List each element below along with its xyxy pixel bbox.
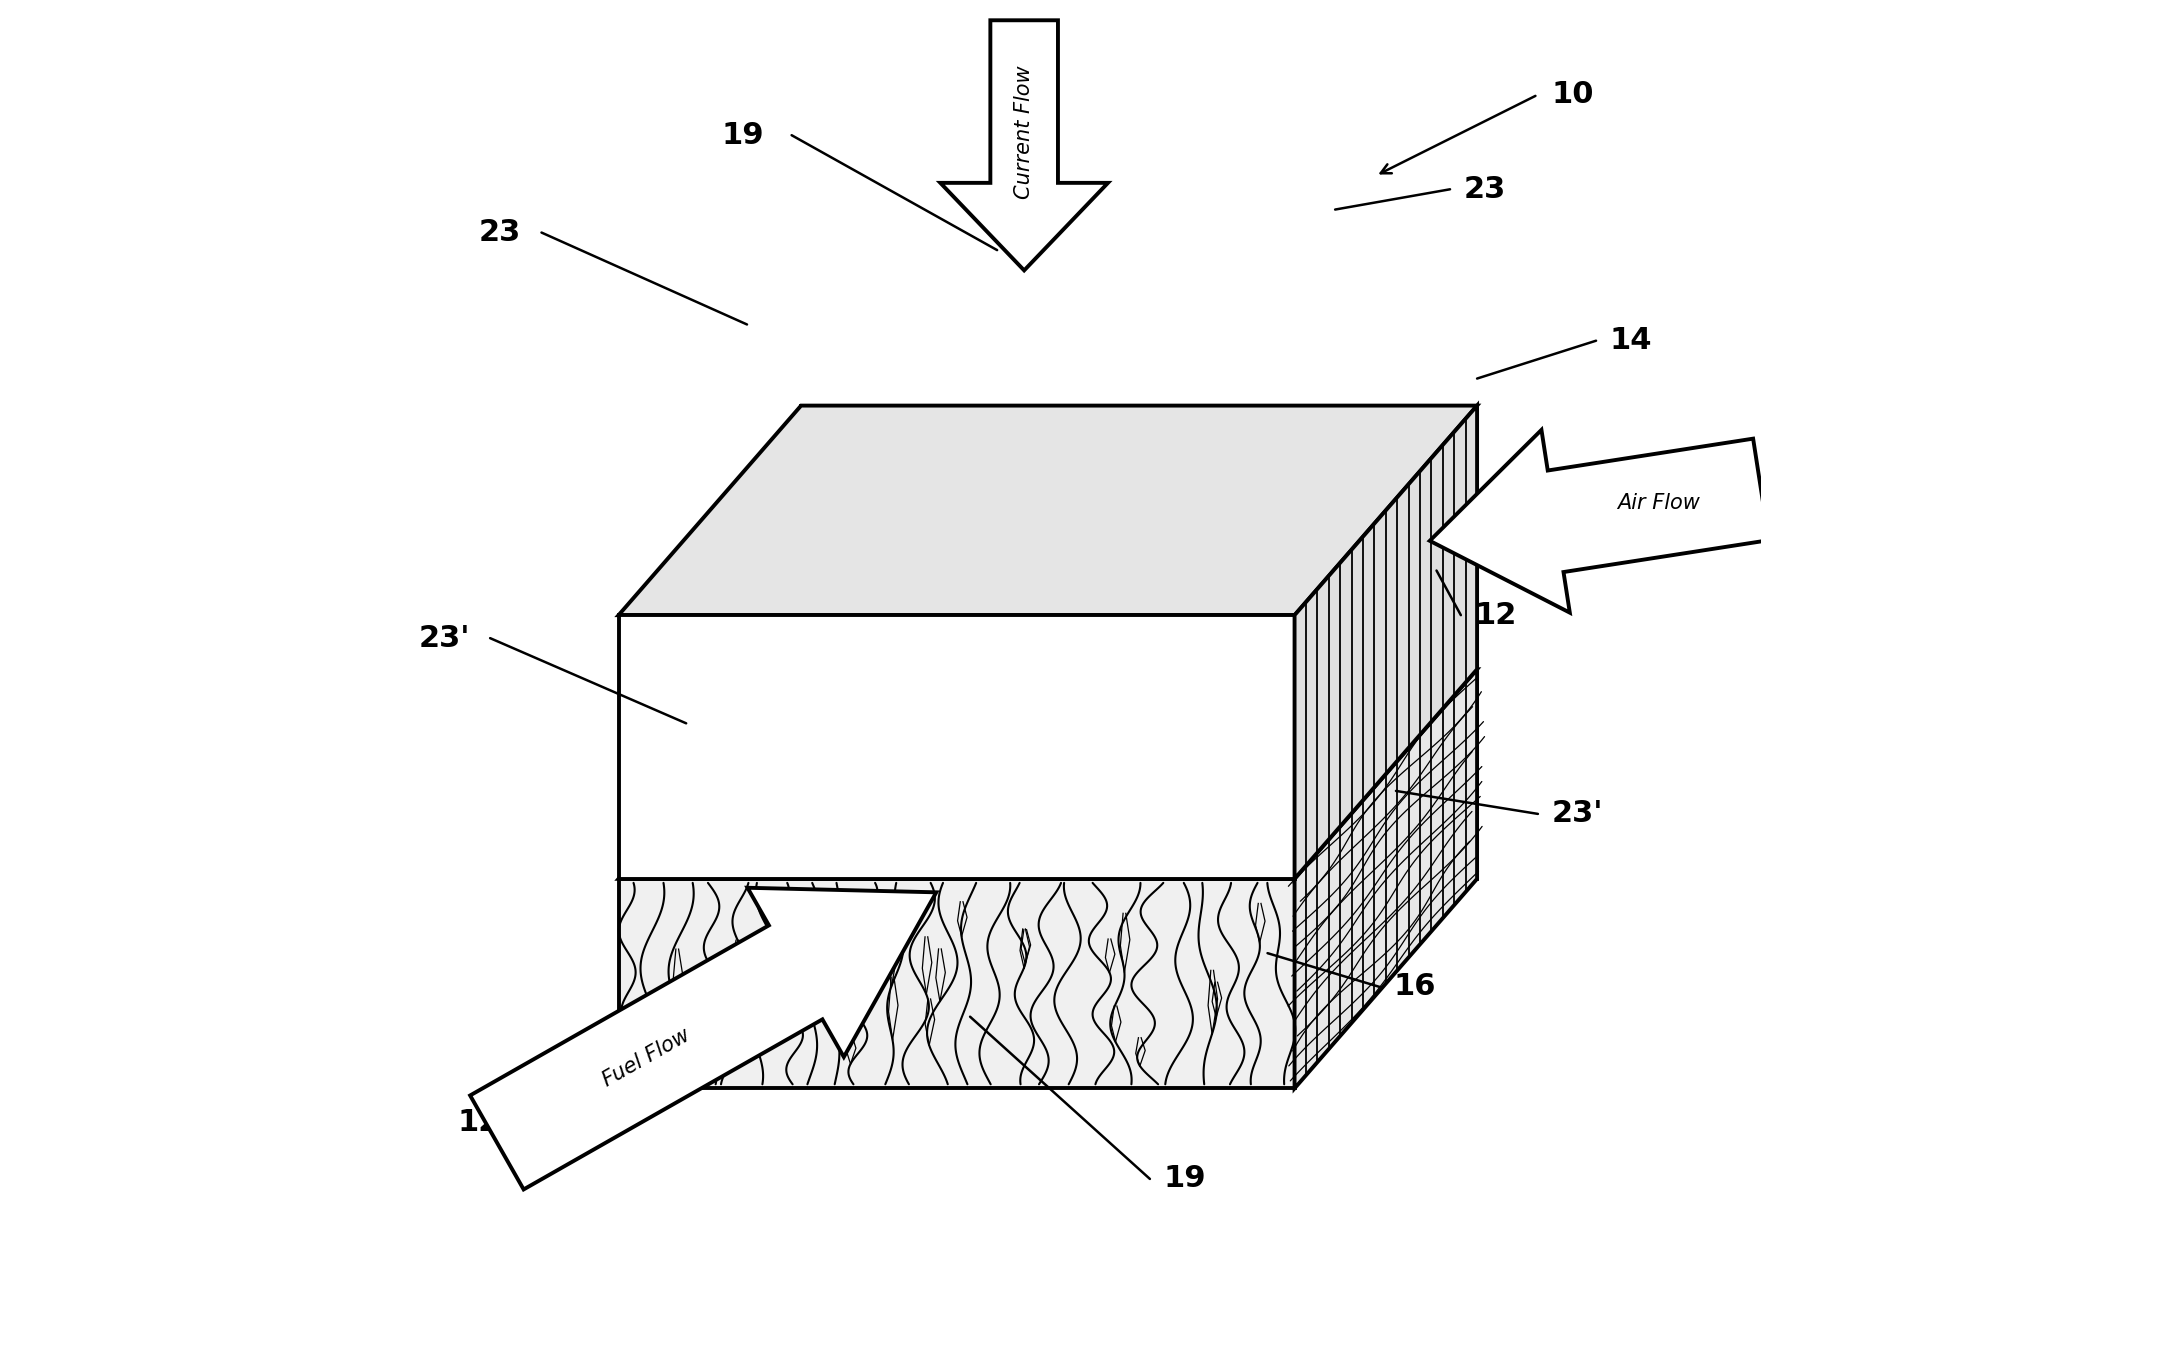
Polygon shape <box>1430 430 1769 612</box>
Text: 23: 23 <box>1463 174 1506 204</box>
Polygon shape <box>618 615 1295 879</box>
Text: 19: 19 <box>723 120 764 150</box>
Polygon shape <box>1295 406 1478 879</box>
Text: 23: 23 <box>480 218 521 247</box>
Polygon shape <box>1295 669 1478 1088</box>
Text: Fuel Flow: Fuel Flow <box>599 1025 694 1090</box>
Text: 16: 16 <box>1393 972 1437 1002</box>
Text: Air Flow: Air Flow <box>1617 492 1699 512</box>
Text: 12: 12 <box>458 1107 499 1137</box>
Text: 14: 14 <box>1610 326 1651 356</box>
Polygon shape <box>940 20 1109 270</box>
Text: Current Flow: Current Flow <box>1013 65 1035 199</box>
Text: 23': 23' <box>1552 799 1604 829</box>
Text: 12: 12 <box>1473 600 1517 630</box>
Polygon shape <box>618 879 1295 1088</box>
Text: 23': 23' <box>419 623 471 653</box>
Polygon shape <box>801 406 1478 669</box>
Text: 19: 19 <box>1163 1164 1207 1194</box>
Polygon shape <box>618 406 1478 615</box>
Text: 10: 10 <box>1552 80 1595 110</box>
Polygon shape <box>801 669 1478 879</box>
Polygon shape <box>618 669 1478 879</box>
Polygon shape <box>471 888 935 1190</box>
